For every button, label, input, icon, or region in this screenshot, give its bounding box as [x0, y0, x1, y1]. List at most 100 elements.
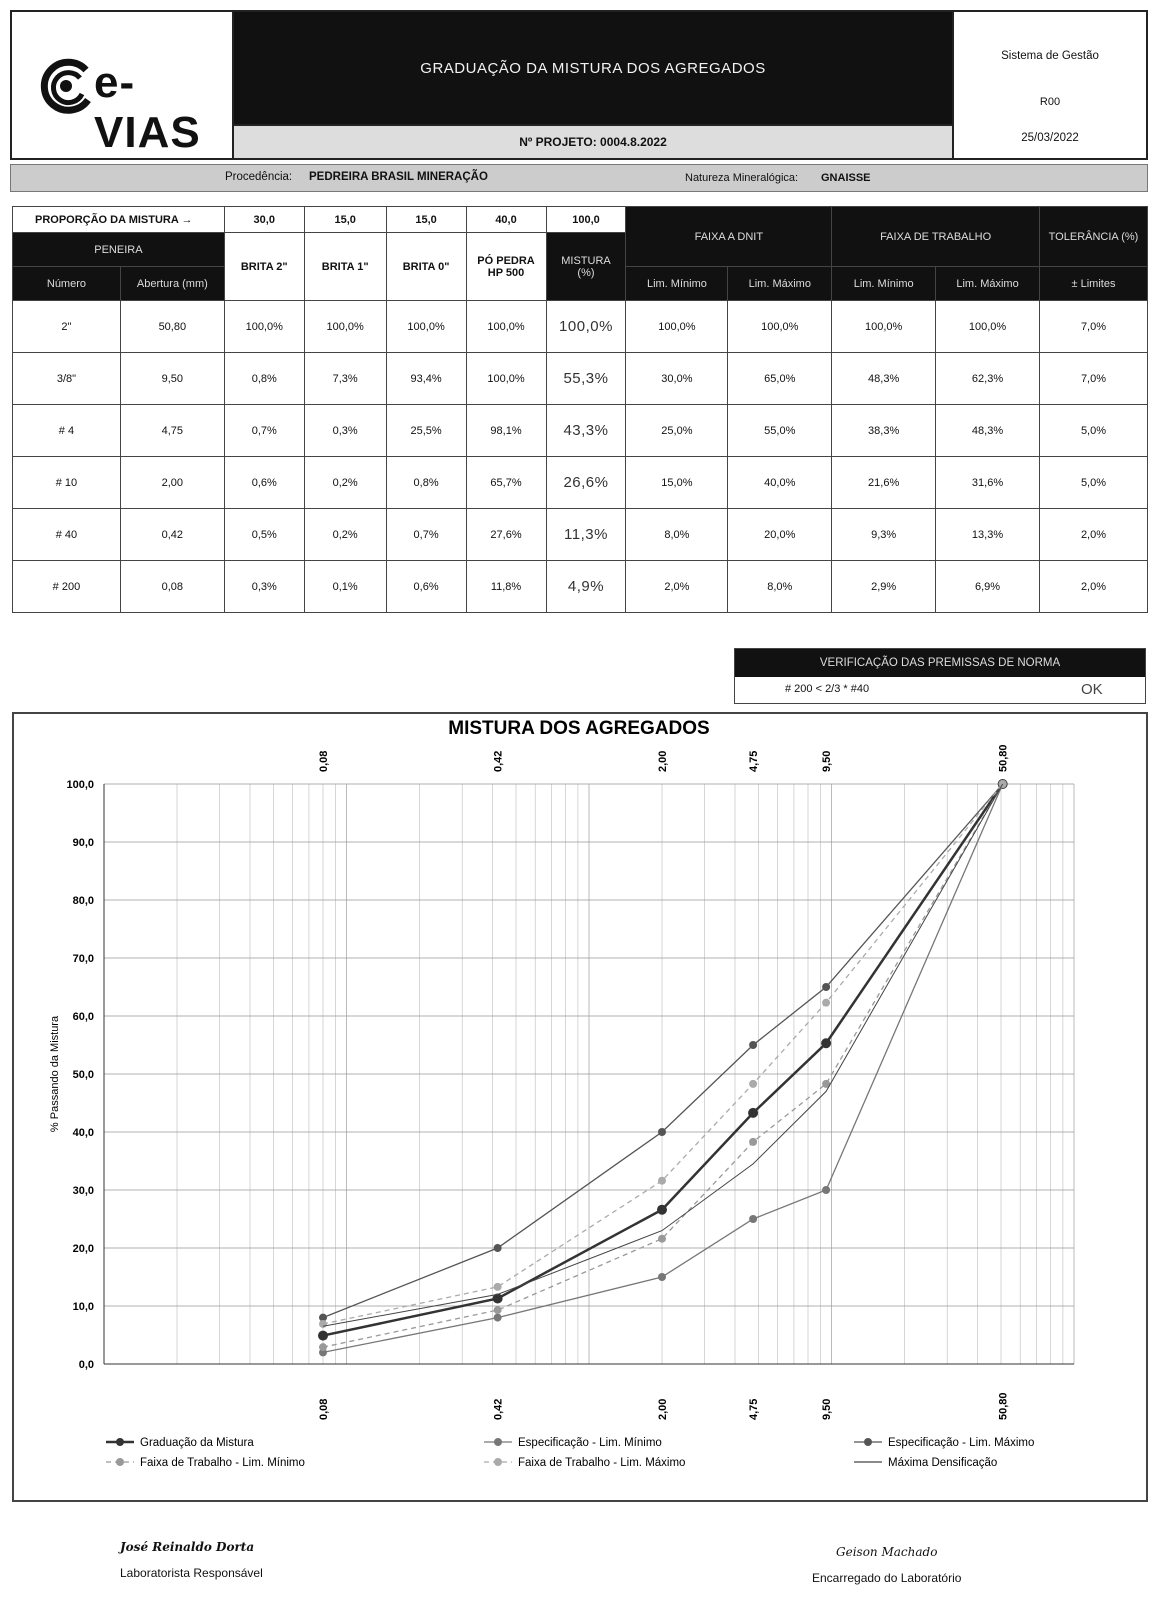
report-title: GRADUAÇÃO DA MISTURA DOS AGREGADOS: [234, 12, 952, 124]
signature-name: José Reinaldo Dorta: [120, 1540, 255, 1554]
cell-tol: 5,0%: [1038, 404, 1149, 457]
material-header: BRITA 2": [223, 232, 305, 301]
sieve-header: PENEIRA: [12, 232, 225, 267]
legend-label: Graduação da Mistura: [140, 1437, 254, 1449]
legend-marker: [494, 1438, 502, 1446]
series-point: [317, 1330, 328, 1341]
x-tick-label-bottom: 4,75: [748, 1399, 760, 1420]
cell-b2: 0,8%: [223, 352, 305, 405]
tolerance-header: TOLERÂNCIA (%): [1038, 206, 1149, 267]
cell-wmax: 62,3%: [935, 352, 1040, 405]
cell-open: 4,75: [119, 404, 225, 457]
y-tick-label: 80,0: [73, 895, 94, 907]
legend-marker: [864, 1438, 872, 1446]
table-row: 3/8" 9,50 0,8% 7,3% 93,4% 100,0% 55,3% 30,0% 65,…: [12, 352, 1149, 405]
cell-num: # 10: [12, 456, 121, 509]
y-tick-label: 90,0: [73, 837, 94, 849]
series-point: [822, 998, 831, 1007]
cell-dmin: 30,0%: [625, 352, 729, 405]
x-tick-label-top: 9,50: [821, 751, 833, 772]
origin-bar: Procedência: PEDREIRA BRASIL MINERAÇÃO N…: [10, 164, 1148, 192]
legend-marker: [116, 1458, 124, 1466]
series-line: [322, 783, 1004, 1319]
table-row: # 4 4,75 0,7% 0,3% 25,5% 98,1% 43,3% 25,0% 55,0%…: [12, 404, 1149, 457]
number-header: Número: [12, 266, 121, 301]
cell-dmax: 55,0%: [727, 404, 833, 457]
gradation-table: PROPORÇÃO DA MISTURA → 30,0 15,0 15,0 40…: [12, 206, 1149, 613]
chart-title: MISTURA DOS AGREGADOS: [448, 718, 709, 739]
table-row: # 40 0,42 0,5% 0,2% 0,7% 27,6% 11,3% 8,0% 20,0% 9…: [12, 508, 1149, 561]
cell-num: # 4: [12, 404, 121, 457]
x-tick-label-top: 0,42: [493, 751, 505, 772]
y-tick-label: 40,0: [73, 1127, 94, 1139]
logo-text: e-VIAS: [94, 58, 201, 157]
series-point: [822, 1186, 831, 1194]
work-min-header: Lim. Mínimo: [831, 266, 937, 301]
cell-wmax: 100,0%: [935, 300, 1040, 353]
cell-po: 65,7%: [465, 456, 547, 509]
series-point: [493, 1313, 502, 1322]
cell-dmin: 25,0%: [625, 404, 729, 457]
series-point: [492, 1293, 503, 1304]
legend-label: Máxima Densificação: [888, 1457, 997, 1469]
system-label: Sistema de Gestão: [1001, 50, 1099, 62]
verification-title: VERIFICAÇÃO DAS PREMISSAS DE NORMA: [735, 649, 1145, 677]
proc-value: PEDREIRA BRASIL MINERAÇÃO: [309, 171, 488, 183]
cell-dmin: 8,0%: [625, 508, 729, 561]
x-tick-label-bottom: 50,80: [998, 1392, 1010, 1420]
series-point: [318, 1343, 327, 1352]
material-header: BRITA 0": [385, 232, 467, 301]
y-tick-label: 10,0: [73, 1301, 94, 1313]
verification-box: VERIFICAÇÃO DAS PREMISSAS DE NORMA # 200…: [734, 648, 1146, 704]
proportion-value: 30,0: [223, 206, 305, 233]
cell-b0: 93,4%: [385, 352, 467, 405]
date-label: 25/03/2022: [1021, 132, 1079, 144]
verification-rule: # 200 < 2/3 * #40: [785, 683, 870, 695]
limits-header: ± Limites: [1038, 266, 1149, 301]
series-point: [749, 1041, 758, 1049]
cell-dmax: 8,0%: [727, 560, 833, 613]
cell-b1: 0,3%: [303, 404, 387, 457]
signature-name: Geison Machado: [836, 1545, 938, 1559]
signature-role: Laboratorista Responsável: [120, 1566, 263, 1580]
revision-label: R00: [1039, 96, 1061, 108]
cell-dmin: 2,0%: [625, 560, 729, 613]
cell-b0: 0,8%: [385, 456, 467, 509]
cell-wmax: 48,3%: [935, 404, 1040, 457]
cell-b2: 0,5%: [223, 508, 305, 561]
x-tick-label-top: 2,00: [657, 751, 669, 772]
cell-b2: 0,3%: [223, 560, 305, 613]
cell-b1: 0,1%: [303, 560, 387, 613]
proportion-value: 15,0: [303, 206, 387, 233]
cell-tol: 7,0%: [1038, 352, 1149, 405]
series-point: [749, 1137, 758, 1146]
cell-b1: 7,3%: [303, 352, 387, 405]
cell-open: 9,50: [119, 352, 225, 405]
cell-tol: 7,0%: [1038, 300, 1149, 353]
cell-num: # 40: [12, 508, 121, 561]
cell-open: 2,00: [119, 456, 225, 509]
dnit-min-header: Lim. Mínimo: [625, 266, 729, 301]
material-header: BRITA 1": [303, 232, 387, 301]
y-tick-label: 0,0: [79, 1359, 94, 1371]
cell-dmin: 100,0%: [625, 300, 729, 353]
y-tick-label: 50,0: [73, 1069, 94, 1081]
cell-wmin: 48,3%: [831, 352, 937, 405]
cell-tol: 2,0%: [1038, 508, 1149, 561]
series-point: [822, 983, 831, 991]
cell-b0: 25,5%: [385, 404, 467, 457]
cell-po: 100,0%: [465, 300, 547, 353]
project-number: Nº PROJETO: 0004.8.2022: [234, 124, 952, 158]
proc-label: Procedência:: [225, 171, 293, 183]
series-point: [493, 1244, 502, 1252]
cell-b0: 0,6%: [385, 560, 467, 613]
work-range-header: FAIXA DE TRABALHO: [831, 206, 1040, 267]
cell-tol: 5,0%: [1038, 456, 1149, 509]
cell-open: 50,80: [119, 300, 225, 353]
cell-mix: 11,3%: [545, 508, 627, 561]
series-point: [821, 1038, 832, 1049]
x-tick-label-bottom: 0,42: [493, 1399, 505, 1420]
e-vias-logo-icon: [40, 58, 91, 114]
cell-wmin: 9,3%: [831, 508, 937, 561]
cell-num: # 200: [12, 560, 121, 613]
